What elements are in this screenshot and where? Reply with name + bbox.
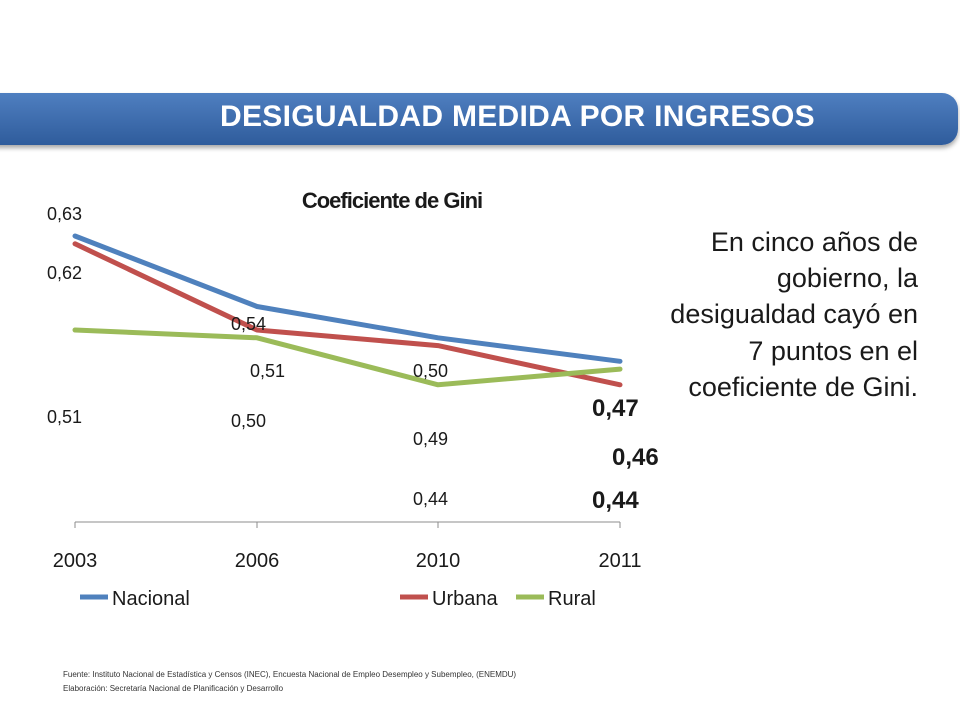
footnote-elaboration: Elaboración: Secretaría Nacional de Plan…: [63, 684, 284, 693]
side-note: En cinco años de gobierno, la desigualda…: [670, 227, 918, 402]
x-tick-label: 2010: [416, 550, 461, 572]
x-tick-label: 2006: [235, 550, 280, 572]
legend-label-rural: Rural: [548, 588, 596, 610]
data-label-urbana: 0,62: [47, 263, 82, 283]
title-banner: [0, 93, 958, 145]
data-label-urbana: 0,49: [413, 429, 448, 449]
data-label-urbana: 0,51: [250, 361, 285, 381]
series-line-rural: [72, 327, 623, 388]
footnote-source: Fuente: Instituto Nacional de Estadístic…: [63, 670, 517, 679]
legend-label-nacional: Nacional: [112, 588, 190, 610]
data-label-rural: 0,44: [413, 489, 448, 509]
data-label-rural: 0,50: [231, 411, 266, 431]
data-label-rural: 0,46: [612, 444, 659, 471]
chart-title: Coeficiente de Gini: [302, 188, 482, 213]
legend-label-urbana: Urbana: [432, 588, 498, 610]
data-label-rural: 0,51: [47, 407, 82, 427]
data-label-nacional: 0,50: [413, 361, 448, 381]
x-tick-label: 2011: [598, 550, 641, 572]
series-line-nacional: [72, 233, 623, 364]
data-label-nacional: 0,63: [47, 204, 82, 224]
data-label-nacional: 0,54: [231, 314, 266, 334]
series-line-urbana: [72, 241, 623, 388]
data-label-nacional: 0,47: [592, 395, 639, 422]
data-label-urbana: 0,44: [592, 487, 639, 514]
page-title: DESIGUALDAD MEDIDA POR INGRESOS: [220, 100, 815, 133]
x-tick-label: 2003: [53, 550, 98, 572]
